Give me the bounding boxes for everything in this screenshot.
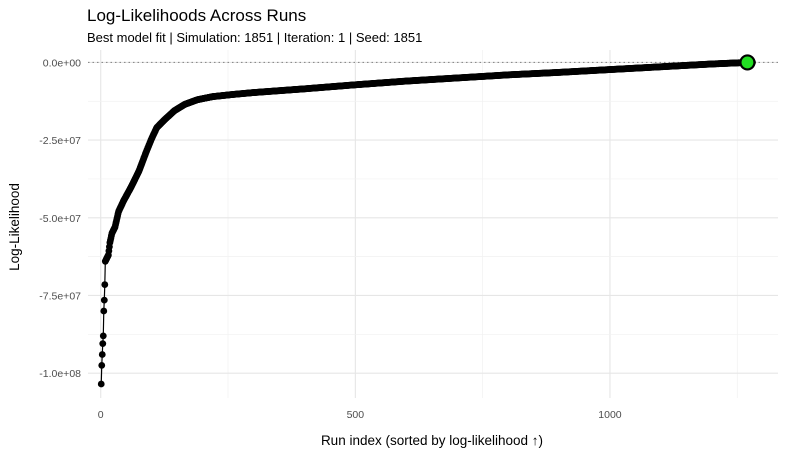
data-point bbox=[100, 296, 108, 304]
y-tick-label: 0.0e+00 bbox=[43, 57, 81, 69]
x-tick-label: 1000 bbox=[598, 409, 622, 421]
data-point bbox=[99, 340, 107, 348]
data-point bbox=[98, 351, 106, 358]
data-point bbox=[99, 332, 107, 340]
data-point bbox=[97, 380, 105, 388]
data-point bbox=[100, 307, 108, 315]
x-tick-label: 0 bbox=[98, 409, 104, 421]
best-run-marker bbox=[739, 54, 756, 71]
grid-lines bbox=[88, 50, 778, 398]
y-tick-label: -2.5e+07 bbox=[39, 135, 81, 147]
x-axis-label: Run index (sorted by log-likelihood ↑) bbox=[321, 433, 543, 448]
data-point bbox=[98, 361, 106, 369]
y-tick-label: -5.0e+07 bbox=[39, 213, 81, 225]
tick-labels: 0 500 1000 0.0e+00 -2.5e+07 -5.0e+07 -7.5e+07 -… bbox=[39, 57, 622, 421]
chart-subtitle: Best model fit | Simulation: 1851 | Iter… bbox=[87, 30, 422, 45]
y-tick-label: -7.5e+07 bbox=[39, 290, 81, 302]
series-group bbox=[97, 54, 756, 388]
y-axis-label: Log-Likelihood bbox=[7, 183, 22, 271]
chart-title: Log-Likelihoods Across Runs bbox=[87, 6, 306, 25]
y-tick-label: -1.0e+08 bbox=[39, 368, 81, 380]
data-point bbox=[101, 281, 109, 288]
series-line bbox=[100, 61, 753, 385]
x-tick-label: 500 bbox=[347, 409, 365, 421]
